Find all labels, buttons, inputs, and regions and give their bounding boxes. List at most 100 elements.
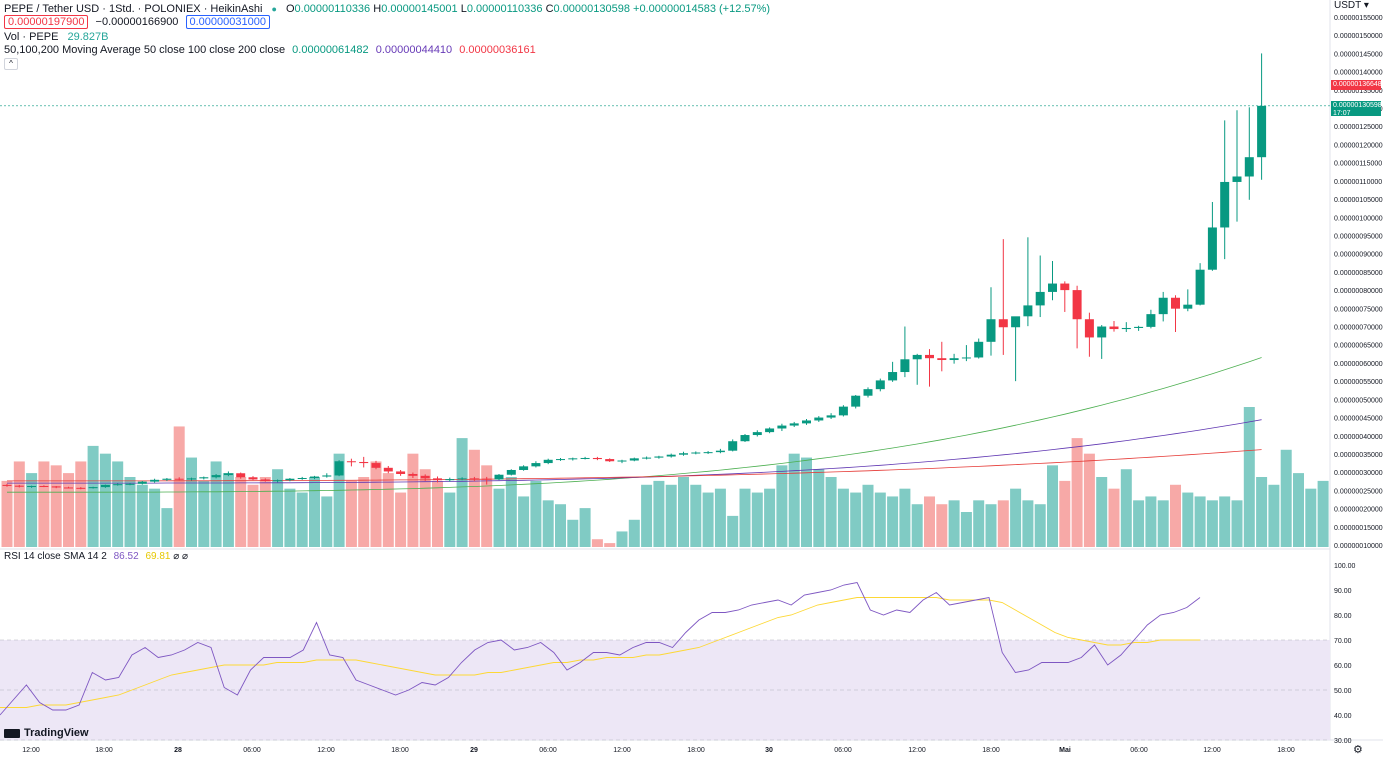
volume-bar <box>161 508 173 547</box>
volume-bar <box>1133 500 1145 547</box>
candle-body <box>39 486 49 488</box>
candle-body <box>888 372 898 381</box>
volume-bar <box>850 492 862 547</box>
candle-body <box>433 478 442 481</box>
candle-body <box>187 478 196 480</box>
candle-body <box>851 395 861 407</box>
candle-body <box>925 354 934 359</box>
volume-bar <box>1268 484 1280 547</box>
volume-bar <box>493 488 505 547</box>
sell-price-button[interactable]: 0.00000197900 <box>4 15 89 29</box>
rsi-legend[interactable]: RSI 14 close SMA 14 2 86.52 69.81 ⌀ ⌀ <box>4 551 188 562</box>
candle-body <box>1048 283 1057 292</box>
candle-body <box>100 484 110 488</box>
candle-body <box>814 417 824 421</box>
candle-body <box>752 432 762 436</box>
candle-body <box>949 358 959 361</box>
symbol-legend: PEPE / Tether USD · 1Std. · POLONIEX · H… <box>4 2 770 16</box>
candle-body <box>1109 326 1119 330</box>
ma-label: 50,100,200 Moving Average 50 close 100 c… <box>4 44 286 56</box>
ma100-line <box>7 419 1262 484</box>
bar-countdown: 17:07 <box>1333 110 1351 117</box>
volume-bar <box>38 461 50 547</box>
volume-bar <box>542 500 554 547</box>
tradingview-logo[interactable]: TradingView <box>4 727 89 739</box>
currency-selector[interactable]: USDT ▾ <box>1334 0 1369 11</box>
candle-body <box>789 423 799 426</box>
candle-body <box>1195 269 1205 305</box>
price-tick-label: 0.00000075000 <box>1334 306 1383 313</box>
candle-body <box>1011 316 1021 328</box>
legend-collapse-row: ^ <box>4 56 18 70</box>
time-tick-label: 12:00 <box>22 747 40 754</box>
price-tick-label: 0.00000020000 <box>1334 507 1383 514</box>
volume-bar <box>395 492 407 547</box>
rsi-line <box>0 581 1201 716</box>
candle-body <box>642 457 652 459</box>
candle-body <box>728 441 738 451</box>
candle-body <box>310 476 319 478</box>
volume-bar <box>1231 500 1243 547</box>
volume-bar <box>924 496 935 547</box>
time-tick-label: 06:00 <box>243 747 261 754</box>
volume-bar <box>973 500 985 547</box>
volume-bar <box>960 512 972 547</box>
volume-bar <box>50 465 62 547</box>
ma-legend[interactable]: 50,100,200 Moving Average 50 close 100 c… <box>4 43 536 57</box>
volume-legend[interactable]: Vol · PEPE 29.827B <box>4 30 108 44</box>
time-tick-label: 12:00 <box>613 747 631 754</box>
volume-bar <box>591 539 603 547</box>
candle-body <box>998 319 1008 328</box>
candle-body <box>1097 326 1107 338</box>
volume-bar <box>911 504 923 547</box>
price-tick-label: 0.00000135000 <box>1334 88 1383 95</box>
buy-price-button[interactable]: 0.00000031000 <box>185 15 270 29</box>
candle-body <box>445 479 455 481</box>
candle-body <box>137 481 147 484</box>
volume-bar <box>837 488 849 547</box>
price-change: +0.00000014583 (+12.57%) <box>633 3 771 15</box>
price-tick-label: 0.00000150000 <box>1334 33 1383 40</box>
volume-bar <box>272 469 284 547</box>
price-tick-label: 0.00000015000 <box>1334 525 1383 532</box>
symbol-title[interactable]: PEPE / Tether USD · 1Std. · POLONIEX · H… <box>4 3 263 15</box>
candle-body <box>826 415 836 418</box>
volume-bar <box>419 469 431 547</box>
price-tick-label: 0.00000010000 <box>1334 543 1383 550</box>
candle-body <box>27 486 37 488</box>
price-tick-label: 0.00000125000 <box>1334 124 1383 131</box>
candle-body <box>1207 227 1217 270</box>
last-price-tag: 0.00000130598 17:07 <box>1331 101 1382 117</box>
volume-bar <box>628 519 640 547</box>
volume-bar <box>210 461 222 547</box>
volume-bar <box>370 461 382 547</box>
time-tick-label: 06:00 <box>834 747 852 754</box>
volume-bar <box>714 488 726 547</box>
candle-body <box>986 319 996 342</box>
ohlc-high: H0.00000145001 <box>373 3 458 15</box>
candle-body <box>1072 290 1082 320</box>
volume-bar <box>813 469 825 547</box>
candle-body <box>580 457 590 459</box>
candle-body <box>605 459 615 462</box>
volume-bar <box>702 492 714 547</box>
price-tick-label: 0.00000155000 <box>1334 15 1383 22</box>
bid-price-tag: 0.00000136648 <box>1331 80 1382 90</box>
volume-bar <box>1071 438 1083 547</box>
candle-body <box>666 454 676 457</box>
candle-body <box>248 477 258 480</box>
price-tick-label: 0.00000140000 <box>1334 70 1383 77</box>
volume-bar <box>247 484 259 547</box>
ohlc-low: L0.00000110336 <box>460 3 543 15</box>
candle-body <box>900 359 910 373</box>
candle-body <box>223 473 233 476</box>
settings-gear-icon[interactable]: ⚙ <box>1353 744 1363 756</box>
rsi-value: 86.52 <box>113 551 139 562</box>
time-tick-label: 18:00 <box>687 747 705 754</box>
candle-body <box>1232 176 1242 182</box>
time-tick-label: 06:00 <box>1130 747 1148 754</box>
collapse-legend-button[interactable]: ^ <box>4 58 18 70</box>
volume-bar <box>739 488 751 547</box>
volume-bar <box>99 453 111 547</box>
